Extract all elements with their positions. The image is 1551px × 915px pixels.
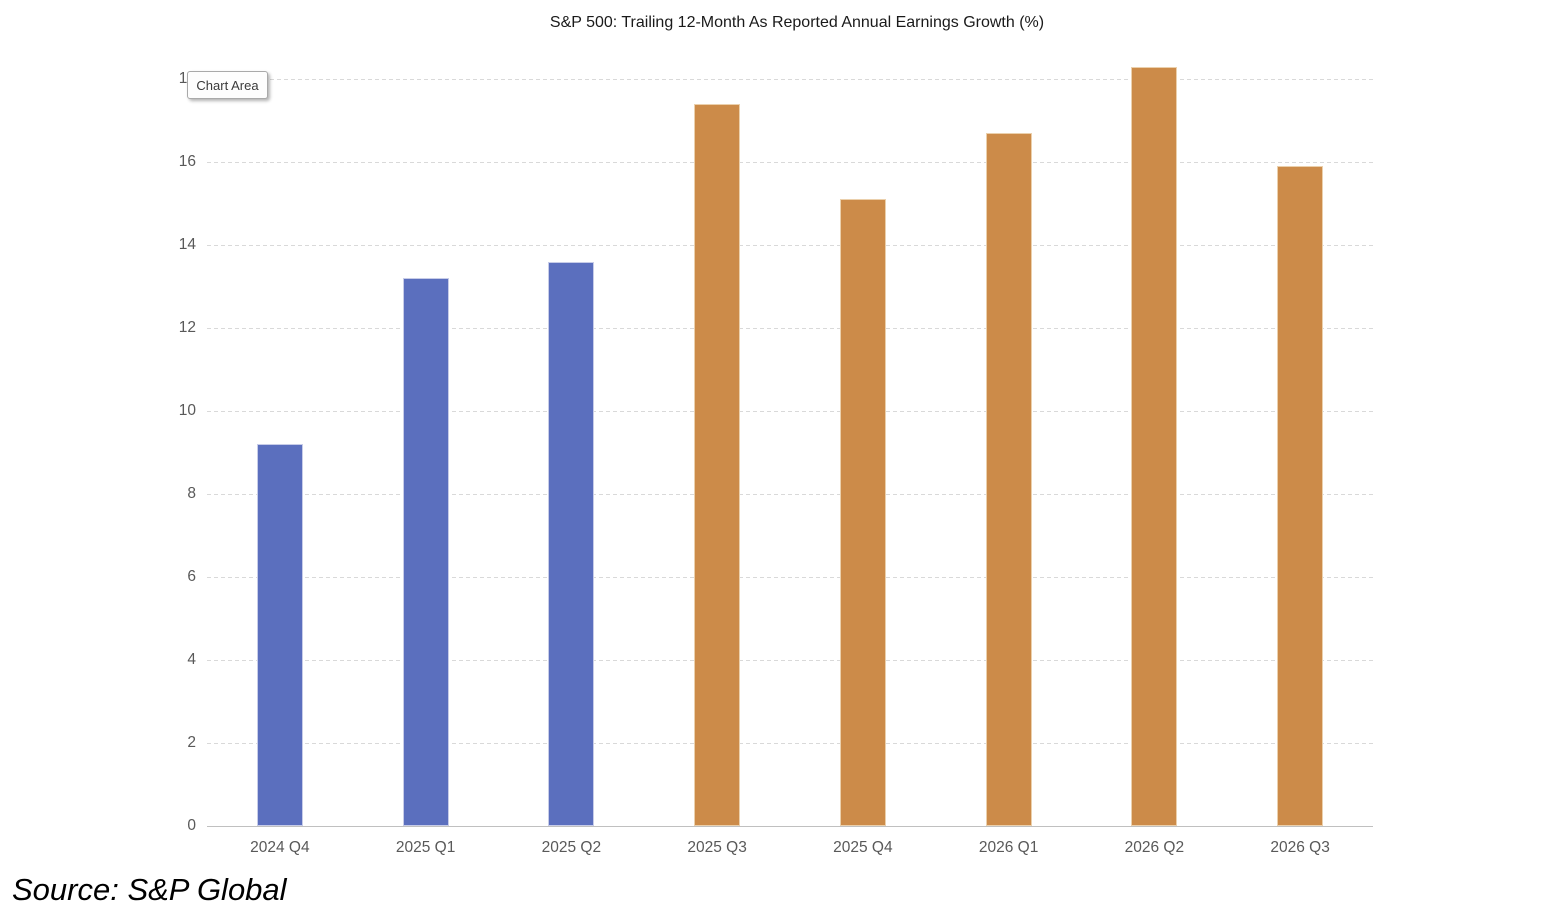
y-tick-label-0: 0 [187, 817, 196, 834]
gridline-10 [207, 411, 1373, 412]
x-axis-line [207, 826, 1373, 827]
chart-title: S&P 500: Trailing 12-Month As Reported A… [549, 14, 1045, 31]
y-tick-label-16: 16 [178, 153, 196, 170]
y-tick-label-10: 10 [178, 402, 196, 419]
y-tick-label-12: 12 [178, 319, 196, 336]
chart-area-tooltip-label: Chart Area [196, 77, 259, 93]
y-tick-label-4: 4 [187, 651, 196, 668]
gridline-12 [207, 328, 1373, 329]
gridline-14 [207, 245, 1373, 246]
gridline-8 [207, 494, 1373, 495]
x-tick-label-2025-q1: 2025 Q1 [395, 839, 456, 856]
x-tick-label-2024-q4: 2024 Q4 [250, 839, 310, 856]
gridline-2 [207, 743, 1373, 744]
x-tick-label-2026-q2: 2026 Q2 [1124, 839, 1185, 856]
gridline-6 [207, 577, 1373, 578]
bar-2026-q1[interactable] [985, 132, 1032, 826]
bar-2024-q4[interactable] [256, 444, 303, 826]
gridline-18 [207, 79, 1373, 80]
y-tick-label-14: 14 [178, 236, 196, 253]
bar-2025-q3[interactable] [694, 103, 741, 826]
chart-area-tooltip: Chart Area [187, 71, 268, 99]
bar-2026-q2[interactable] [1131, 66, 1178, 826]
x-tick-label-2025-q2: 2025 Q2 [541, 839, 602, 856]
gridline-4 [207, 660, 1373, 661]
y-tick-label-18: 18 [66, 68, 196, 90]
bar-2025-q2[interactable] [548, 261, 595, 826]
y-tick-label-8: 8 [187, 485, 196, 502]
y-tick-label-6: 6 [187, 568, 196, 585]
x-tick-label-2026-q1: 2026 Q1 [978, 839, 1039, 856]
y-tick-label-2: 2 [187, 734, 196, 751]
x-tick-label-2025-q4: 2025 Q4 [833, 839, 893, 856]
bar-2025-q4[interactable] [839, 199, 886, 826]
gridline-16 [207, 162, 1373, 163]
source-caption: Source: S&P Global [12, 872, 287, 907]
bar-2025-q1[interactable] [402, 278, 449, 826]
bar-2026-q3[interactable] [1277, 166, 1324, 826]
x-tick-label-2026-q3: 2026 Q3 [1270, 839, 1330, 856]
x-tick-label-2025-q3: 2025 Q3 [687, 839, 747, 856]
